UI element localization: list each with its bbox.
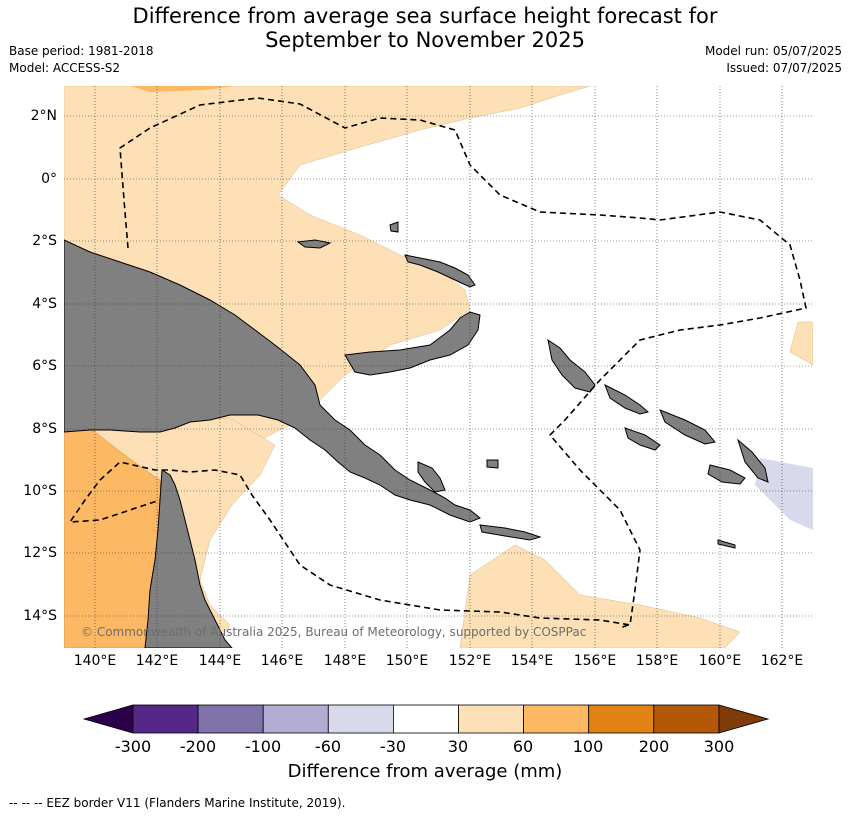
- lat-label: 12°S: [23, 545, 57, 561]
- colorbar-cell-1: [132, 704, 199, 734]
- colorbar-tick-label: -200: [179, 737, 217, 756]
- model-run: Model run: 05/07/2025: [704, 44, 842, 58]
- colorbar-tick-label: -30: [379, 737, 407, 756]
- lon-label: 148°E: [323, 653, 367, 669]
- eez-border-south: [619, 624, 629, 629]
- lon-label: 146°E: [260, 653, 304, 669]
- colorbar-cell-3: [262, 704, 329, 734]
- lat-label: 14°S: [23, 608, 57, 624]
- small-island-c: [717, 539, 736, 549]
- solomon-islands-3: [624, 427, 661, 451]
- new-ireland: [404, 254, 476, 288]
- colorbar-tick-label: -300: [114, 737, 152, 756]
- colorbar-cell-2: [197, 704, 264, 734]
- title-line-2: September to November 2025: [265, 28, 585, 52]
- solomon-islands-4: [707, 464, 746, 485]
- title-line-1: Difference from average sea surface heig…: [132, 4, 718, 28]
- copyright-notice: © Commonwealth of Australia 2025, Bureau…: [81, 625, 587, 639]
- colorbar-tick-label: 60: [512, 737, 534, 756]
- lat-label: 6°S: [32, 358, 57, 374]
- solomon-islands-1: [604, 383, 650, 415]
- base-period: Base period: 1981-2018: [9, 44, 154, 58]
- lat-label: 0°: [41, 171, 57, 187]
- small-island-a: [389, 221, 399, 233]
- model-name: Model: ACCESS-S2: [9, 61, 121, 75]
- colorbar-tick-label: 30: [447, 737, 469, 756]
- lat-label: 2°S: [32, 233, 57, 249]
- colorbar-cell-6: [458, 704, 524, 734]
- meta-left: Base period: 1981-2018 Model: ACCESS-S2: [9, 43, 154, 77]
- colorbar-cell-7: [523, 704, 590, 734]
- anomaly-30-60-east: [789, 321, 813, 366]
- colorbar-tick-label: -100: [244, 737, 282, 756]
- colorbar-extend-high: [718, 704, 770, 734]
- colorbar-cell-8: [588, 704, 655, 734]
- colorbar-extend-low: [82, 704, 134, 734]
- lon-label: 144°E: [198, 653, 242, 669]
- anomaly-minus-30-60: [755, 458, 813, 530]
- colorbar-cell-9: [653, 704, 720, 734]
- issued-date: Issued: 07/07/2025: [726, 61, 842, 75]
- lon-label: 162°E: [760, 653, 804, 669]
- lat-label: 10°S: [23, 483, 57, 499]
- colorbar-cell-5: [392, 704, 459, 734]
- lat-label: 8°S: [32, 421, 57, 437]
- solomon-islands-5: [736, 438, 769, 483]
- manus-island: [296, 239, 332, 249]
- eez-borders: [68, 97, 807, 629]
- lon-label: 142°E: [135, 653, 179, 669]
- colorbar-cell-4: [327, 704, 394, 734]
- map-area: [64, 86, 813, 648]
- new-britain: [344, 311, 481, 376]
- colorbar-tick-label: -60: [314, 737, 342, 756]
- lon-label: 152°E: [448, 653, 492, 669]
- lat-label: 2°N: [30, 108, 57, 124]
- lon-label: 156°E: [573, 653, 617, 669]
- lon-label: 150°E: [385, 653, 429, 669]
- colorbar-tick-label: 200: [638, 737, 670, 756]
- anomaly-30-60-southeast: [459, 544, 741, 648]
- cape-york-peninsula: [144, 469, 233, 648]
- anomaly-60-100-top: [130, 86, 235, 92]
- colorbar-title: Difference from average (mm): [287, 761, 563, 782]
- eez-footnote: -- -- -- EEZ border V11 (Flanders Marine…: [9, 796, 346, 810]
- meta-right: Model run: 05/07/2025 Issued: 07/07/2025: [705, 43, 842, 77]
- eez-border-png: [68, 97, 807, 626]
- small-island-b: [486, 459, 499, 469]
- lon-label: 160°E: [698, 653, 742, 669]
- lat-label: 4°S: [32, 296, 57, 312]
- colorbar: [82, 704, 770, 734]
- solomon-islands-2: [659, 409, 716, 445]
- lon-label: 158°E: [635, 653, 679, 669]
- colorbar-tick-label: 300: [703, 737, 735, 756]
- lon-label: 154°E: [510, 653, 554, 669]
- lon-label: 140°E: [73, 653, 117, 669]
- map-title: Difference from average sea surface heig…: [0, 4, 850, 52]
- graticule: [64, 86, 813, 648]
- colorbar-tick-label: 100: [572, 737, 604, 756]
- louisiade-islands: [479, 524, 542, 541]
